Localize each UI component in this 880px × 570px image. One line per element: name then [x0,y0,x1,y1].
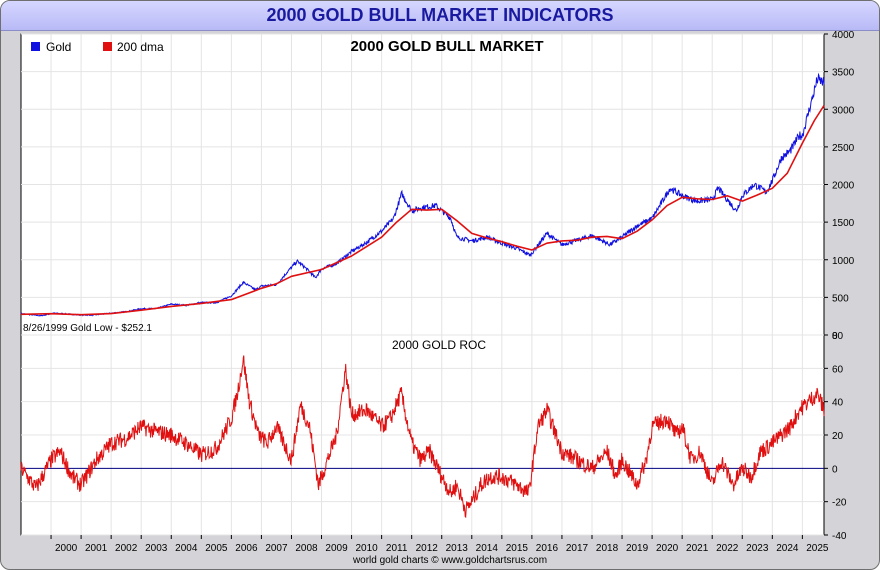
x-tick-label: 2008 [295,543,318,554]
price-tick-label: 2000 [832,181,855,192]
gold-roc-line [20,355,825,519]
roc-chart-title: 2000 GOLD ROC [392,338,486,352]
x-tick-label: 2004 [175,543,198,554]
legend: Gold 200 dma [31,40,164,54]
x-tick-label: 2006 [235,543,258,554]
x-tick-label: 2011 [386,543,408,554]
price-grid [21,33,824,336]
x-tick-label: 2005 [205,543,228,554]
x-tick-label: 2003 [145,543,168,554]
roc-tick-label: -40 [832,531,847,542]
legend-swatch-dma [103,42,112,51]
legend-label-dma: 200 dma [117,40,164,54]
roc-tick-label: 40 [832,398,844,409]
roc-tick-label: 20 [832,431,844,442]
roc-series-group [20,355,825,519]
price-tick-label: 3500 [832,68,855,79]
gold-low-annotation: 8/26/1999 Gold Low - $252.1 [23,323,152,334]
x-tick-label: 2016 [536,543,559,554]
price-chart-title: 2000 GOLD BULL MARKET [350,38,543,55]
roc-tick-label: 0 [832,464,838,475]
dma-200-line [20,105,825,316]
x-axis: 2000 2001 2002 2003 2004 2005 2006 2007 2008 2009… [50,535,829,554]
x-tick-label: 2000 [55,543,78,554]
x-tick-label: 2001 [85,543,108,554]
x-tick-label: 2023 [746,543,769,554]
price-tick-label: 0 [832,331,838,342]
x-tick-label: 2020 [656,543,679,554]
x-tick-label: 2012 [416,543,439,554]
legend-swatch-gold [31,42,40,51]
x-tick-label: 2014 [476,543,499,554]
x-tick-label: 2002 [115,543,138,554]
roc-tick-label: 80 [832,331,844,342]
banner-title: 2000 GOLD BULL MARKET INDICATORS [266,5,614,25]
price-tick-label: 500 [832,293,849,304]
x-tick-label: 2018 [596,543,619,554]
x-tick-label: 2007 [265,543,288,554]
x-tick-label: 2010 [355,543,378,554]
x-tick-label: 2015 [506,543,529,554]
roc-tick-label: -20 [832,498,847,509]
x-tick-label: 2024 [776,543,799,554]
title-banner: 2000 GOLD BULL MARKET INDICATORS [1,1,879,31]
footer-credit: world gold charts © www.goldchartsrus.co… [352,555,547,566]
x-tick-label: 2022 [716,543,739,554]
x-tick-label: 2017 [566,543,589,554]
x-tick-label: 2019 [626,543,649,554]
x-tick-label: 2013 [446,543,469,554]
price-tick-label: 3000 [832,105,855,116]
roc-tick-label: 60 [832,364,844,375]
roc-y-axis: -40 -20 0 20 40 60 80 [824,331,847,542]
price-series-group [20,72,825,317]
price-tick-label: 2500 [832,143,855,154]
price-tick-label: 1500 [832,218,855,229]
roc-grid [21,334,824,536]
price-tick-label: 1000 [832,256,855,267]
x-tick-label: 2021 [686,543,709,554]
x-tick-label: 2025 [806,543,829,554]
price-tick-label: 4000 [832,30,855,41]
legend-label-gold: Gold [46,40,71,54]
x-tick-label: 2009 [325,543,348,554]
price-y-axis: 0 500 1000 1500 2000 2500 3000 3500 4000 [824,30,855,342]
